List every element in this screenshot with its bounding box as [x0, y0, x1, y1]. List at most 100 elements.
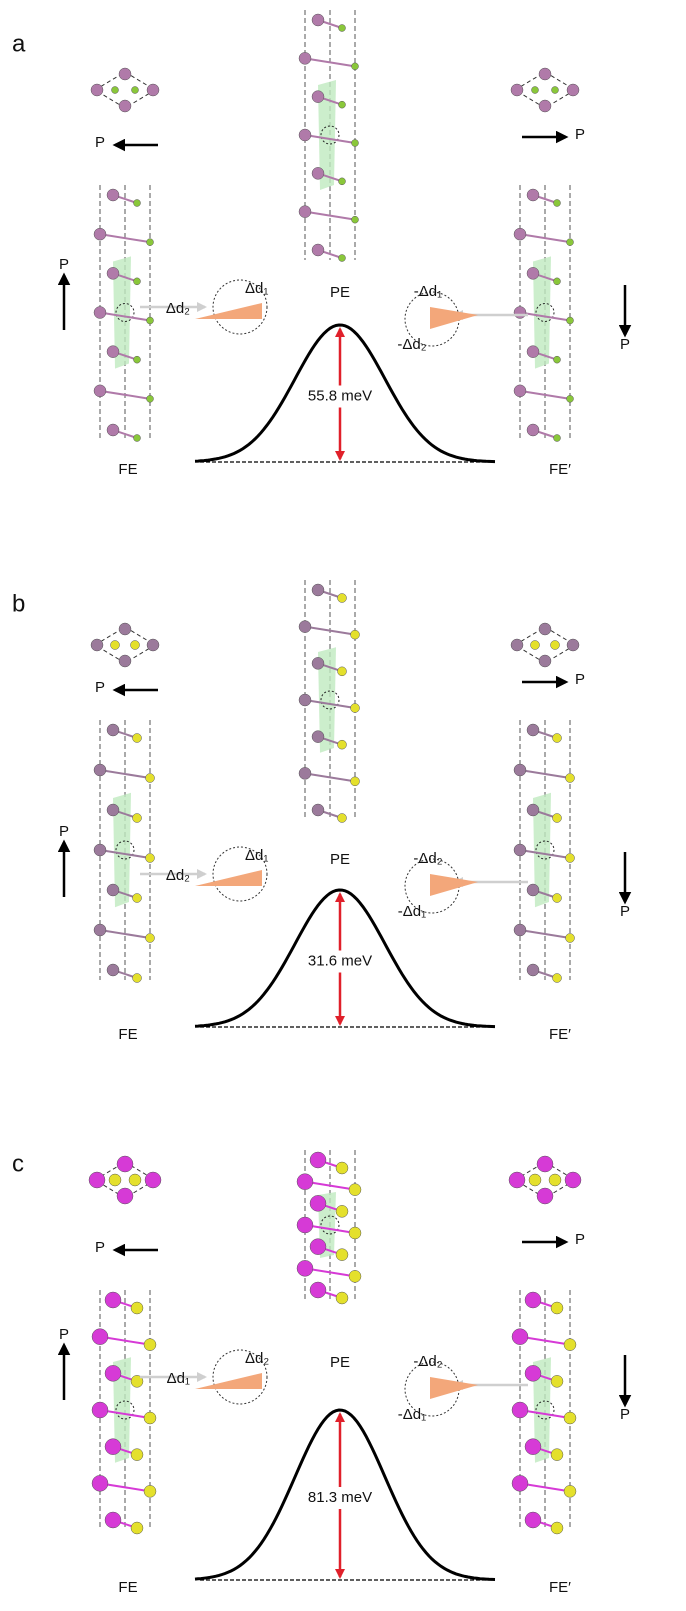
atom: [349, 1270, 361, 1282]
atom: [131, 1522, 143, 1534]
atom: [539, 655, 551, 667]
atom: [144, 1412, 156, 1424]
atom: [525, 1439, 541, 1455]
atom: [133, 894, 142, 903]
atom: [94, 307, 106, 319]
atom: [336, 1162, 348, 1174]
delta-label: Δd₂: [166, 300, 190, 317]
atom: [514, 844, 526, 856]
atom: [531, 641, 540, 650]
atom: [352, 216, 359, 223]
atom: [514, 385, 526, 397]
atom: [552, 87, 559, 94]
polarization-label: P: [95, 1239, 105, 1256]
state-label: PE: [330, 284, 350, 301]
atom: [134, 278, 141, 285]
atom: [129, 1174, 141, 1186]
atom: [554, 278, 561, 285]
state-label: FE′: [549, 461, 571, 478]
atom: [107, 804, 119, 816]
atom: [564, 1339, 576, 1351]
atom: [133, 974, 142, 983]
atom: [147, 239, 154, 246]
polarization-label: P: [95, 134, 105, 151]
atom: [551, 1302, 563, 1314]
atom: [312, 167, 324, 179]
atom: [532, 87, 539, 94]
atom: [527, 267, 539, 279]
state-label: FE: [118, 1026, 137, 1043]
atom: [514, 924, 526, 936]
atom: [147, 317, 154, 324]
atom: [299, 129, 311, 141]
atom: [112, 87, 119, 94]
atom: [512, 1475, 528, 1491]
atom: [349, 1184, 361, 1196]
displacement-wedge: [430, 307, 478, 329]
atom: [146, 934, 155, 943]
atom: [92, 1329, 108, 1345]
atom: [297, 1260, 313, 1276]
atom: [107, 267, 119, 279]
atom: [554, 200, 561, 207]
atom: [566, 854, 575, 863]
atom: [297, 1217, 313, 1233]
atom: [144, 1485, 156, 1497]
displacement-wedge: [430, 874, 478, 896]
state-label: FE′: [549, 1026, 571, 1043]
polarization-label: P: [575, 671, 585, 688]
atom: [107, 424, 119, 436]
atom: [553, 734, 562, 743]
atom: [551, 1375, 563, 1387]
atom: [312, 804, 324, 816]
displacement-wedge: [430, 1377, 478, 1399]
atom: [92, 1475, 108, 1491]
atom: [133, 814, 142, 823]
atom: [134, 356, 141, 363]
atom: [511, 84, 523, 96]
atom: [566, 774, 575, 783]
polarization-label: P: [575, 1231, 585, 1248]
atom: [338, 814, 347, 823]
bond: [305, 627, 355, 635]
atom: [299, 52, 311, 64]
atom: [537, 1156, 553, 1172]
atom: [527, 964, 539, 976]
atom: [134, 200, 141, 207]
polarization-label: P: [575, 126, 585, 143]
delta-label: Δd₁: [167, 1370, 190, 1387]
atom: [527, 884, 539, 896]
atom: [527, 346, 539, 358]
panel: bPPPPΔd₁Δd₂-Δd₂-Δd₁PEFEFE′31.6 meV: [12, 580, 630, 1043]
atom: [310, 1152, 326, 1168]
atom: [539, 623, 551, 635]
atom: [92, 1402, 108, 1418]
atom: [91, 84, 103, 96]
atom: [539, 100, 551, 112]
atom: [349, 1227, 361, 1239]
state-label: FE: [118, 461, 137, 478]
atom: [94, 924, 106, 936]
delta-label: Δd₂: [245, 1350, 269, 1367]
atom: [512, 1329, 528, 1345]
atom: [105, 1512, 121, 1528]
atom: [352, 63, 359, 70]
atom: [339, 255, 346, 262]
atom: [514, 307, 526, 319]
atom: [119, 623, 131, 635]
atom: [111, 641, 120, 650]
atom: [147, 639, 159, 651]
atom: [339, 101, 346, 108]
polarization-label: P: [620, 336, 630, 353]
figure: aPPPPΔd₁Δd₂-Δd₁-Δd₂PEFEFE′55.8 meVbPPPPΔ…: [0, 0, 686, 1611]
polarization-label: P: [59, 256, 69, 273]
atom: [105, 1439, 121, 1455]
atom: [527, 724, 539, 736]
atom: [105, 1365, 121, 1381]
atom: [512, 1402, 528, 1418]
atom: [527, 189, 539, 201]
atom: [551, 641, 560, 650]
atom: [352, 140, 359, 147]
state-label: FE′: [549, 1579, 571, 1596]
